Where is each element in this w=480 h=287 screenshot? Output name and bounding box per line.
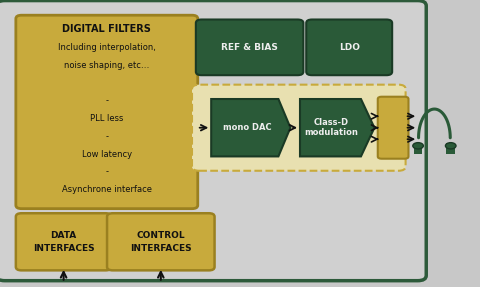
Text: INTERFACES: INTERFACES <box>33 244 95 253</box>
Text: INTERFACES: INTERFACES <box>130 244 192 253</box>
FancyBboxPatch shape <box>378 97 408 159</box>
Polygon shape <box>300 99 374 156</box>
Text: Including interpolation,: Including interpolation, <box>58 43 156 52</box>
FancyBboxPatch shape <box>192 85 406 171</box>
Text: REF & BIAS: REF & BIAS <box>221 43 278 52</box>
Text: noise shaping, etc…: noise shaping, etc… <box>64 61 149 70</box>
Circle shape <box>413 143 423 149</box>
Polygon shape <box>211 99 290 156</box>
FancyBboxPatch shape <box>16 213 111 270</box>
Text: Asynchrone interface: Asynchrone interface <box>62 185 152 194</box>
Text: DIGITAL FILTERS: DIGITAL FILTERS <box>62 24 151 34</box>
Bar <box>414 143 422 154</box>
Circle shape <box>445 143 456 149</box>
Text: Class-D
modulation: Class-D modulation <box>304 118 358 137</box>
Text: -: - <box>105 132 108 141</box>
Text: Low latency: Low latency <box>82 150 132 159</box>
Text: PLL less: PLL less <box>90 114 123 123</box>
FancyBboxPatch shape <box>16 15 198 209</box>
FancyBboxPatch shape <box>0 1 426 281</box>
Text: LDO: LDO <box>339 43 360 52</box>
FancyBboxPatch shape <box>306 20 392 75</box>
Bar <box>446 143 455 154</box>
Text: -: - <box>105 168 108 177</box>
Text: CONTROL: CONTROL <box>136 231 185 240</box>
Text: -: - <box>105 96 108 105</box>
FancyBboxPatch shape <box>196 20 303 75</box>
Text: mono DAC: mono DAC <box>223 123 271 132</box>
Text: DATA: DATA <box>50 231 77 240</box>
FancyBboxPatch shape <box>107 213 215 270</box>
